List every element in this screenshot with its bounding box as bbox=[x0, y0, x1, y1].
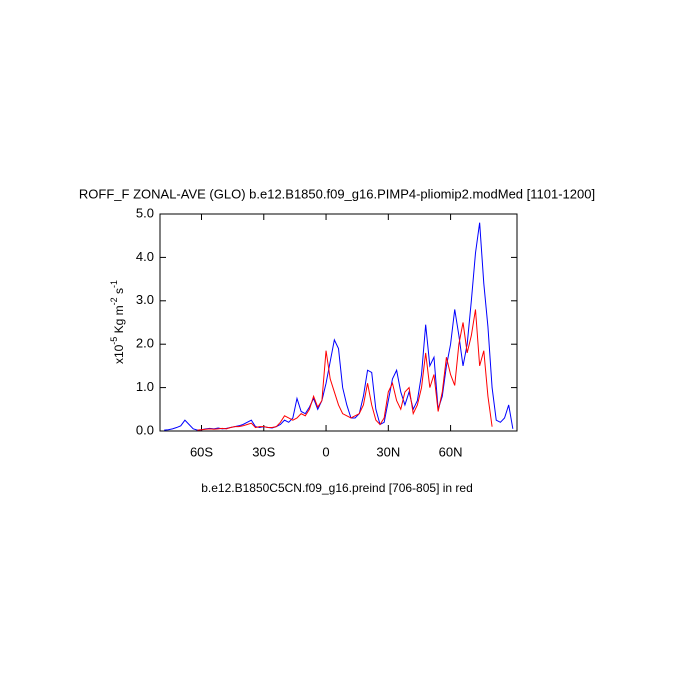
y-tick-label: 4.0 bbox=[136, 249, 154, 264]
y-axis-label-part: Kg m bbox=[112, 305, 126, 336]
x-tick-label: 0 bbox=[322, 444, 329, 459]
y-axis-label-part: s bbox=[112, 288, 126, 297]
y-axis-label-part: -5 bbox=[109, 337, 119, 345]
y-tick-label: 5.0 bbox=[136, 205, 154, 220]
y-axis-label-part: x10 bbox=[112, 344, 126, 364]
x-tick-label: 30N bbox=[376, 444, 400, 459]
x-tick-label: 60S bbox=[190, 444, 213, 459]
y-axis-label-part: -1 bbox=[109, 280, 119, 288]
data-line bbox=[164, 222, 514, 431]
y-axis-label: x10-5 Kg m-2 s-1 bbox=[109, 280, 126, 364]
data-line bbox=[197, 309, 493, 431]
y-tick-label: 3.0 bbox=[136, 292, 154, 307]
y-axis-label-part: -2 bbox=[109, 297, 119, 305]
y-tick-label: 0.0 bbox=[136, 422, 154, 437]
y-tick-label: 1.0 bbox=[136, 379, 154, 394]
x-tick-label: 30S bbox=[252, 444, 275, 459]
x-tick-label: 60N bbox=[439, 444, 463, 459]
y-tick-label: 2.0 bbox=[136, 336, 154, 351]
chart-subtitle: b.e12.B1850C5CN.f09_g16.preind [706-805]… bbox=[201, 481, 473, 495]
chart-title: ROFF_F ZONAL-AVE (GLO) b.e12.B1850.f09_g… bbox=[79, 186, 595, 201]
plot-frame bbox=[159, 213, 518, 432]
